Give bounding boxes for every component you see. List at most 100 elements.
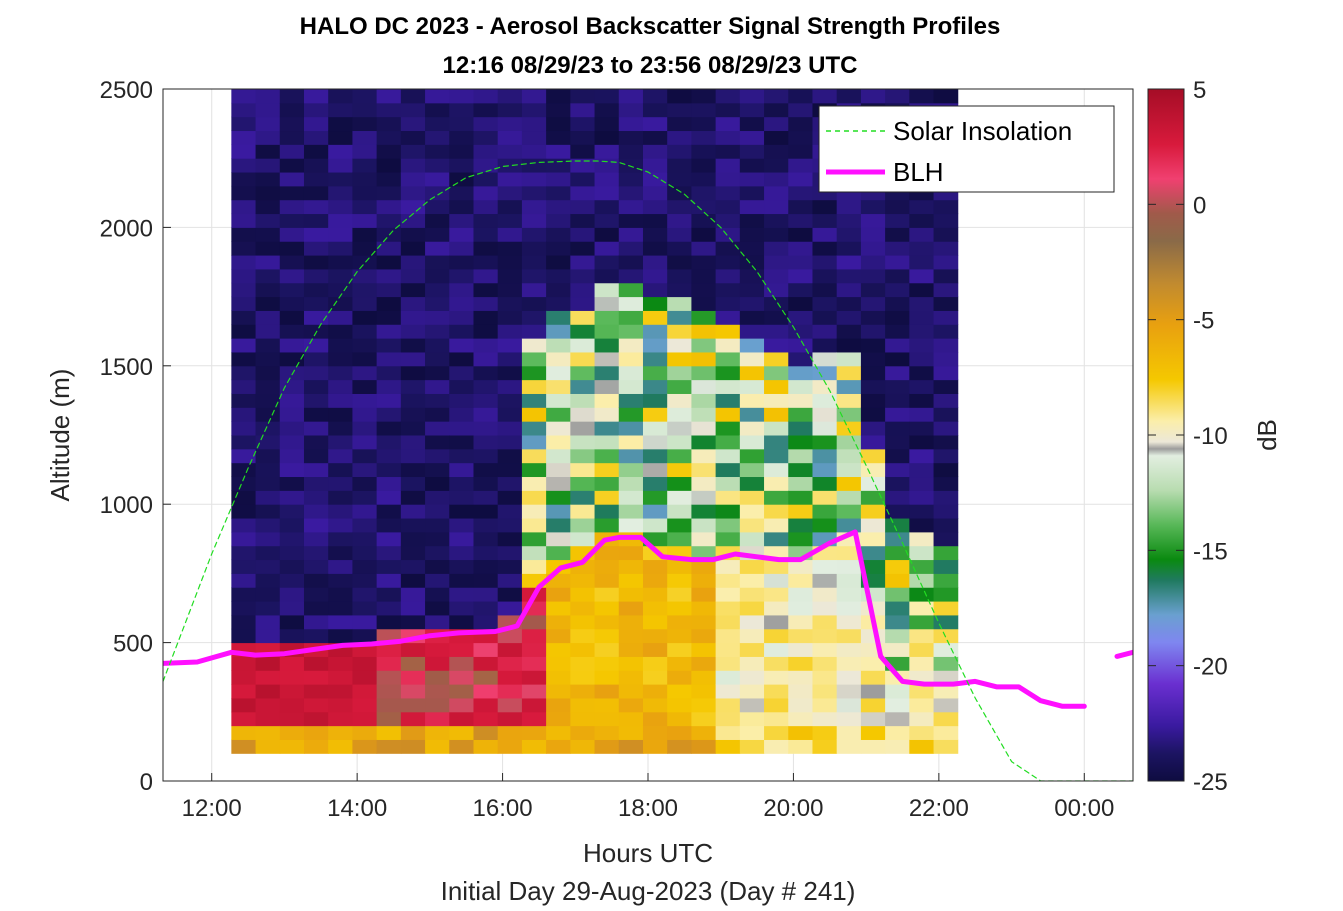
heatmap-cell (352, 102, 378, 118)
heatmap-cell (642, 199, 668, 215)
heatmap-cell (860, 545, 886, 561)
heatmap-cell (715, 628, 741, 644)
heatmap-cell (352, 601, 378, 616)
heatmap-cell (303, 213, 329, 228)
heatmap-cell (594, 504, 620, 519)
heatmap-cell (352, 697, 378, 713)
heatmap-cell (594, 282, 620, 298)
heatmap-cell (570, 89, 596, 104)
heatmap-cell (425, 199, 450, 215)
heatmap-cell (425, 365, 450, 381)
heatmap-cell (860, 518, 886, 533)
heatmap-cell (933, 545, 959, 561)
heatmap-cell (279, 656, 305, 671)
heatmap-cell (328, 144, 353, 159)
heatmap-cell (764, 407, 789, 422)
heatmap-cell (667, 670, 692, 685)
heatmap-cell (376, 504, 402, 519)
heatmap-cell (909, 89, 935, 104)
heatmap-cell (860, 711, 886, 727)
y-tick-label: 500 (113, 631, 153, 658)
heatmap-cell (715, 462, 741, 478)
heatmap-cell (303, 89, 329, 104)
heatmap-cell (570, 684, 596, 699)
heatmap-cell (836, 504, 862, 519)
heatmap-cell (667, 448, 692, 464)
heatmap-cell (449, 199, 474, 215)
heatmap-cell (497, 697, 523, 713)
heatmap-cell (570, 102, 596, 118)
heatmap-cell (497, 296, 523, 311)
heatmap-cell (642, 670, 668, 685)
heatmap-cell (376, 144, 402, 159)
heatmap-cell (739, 102, 765, 118)
heatmap-cell (255, 213, 281, 228)
heatmap-cell (933, 407, 959, 422)
heatmap-cell (860, 476, 886, 491)
heatmap-cell (739, 310, 765, 325)
heatmap-cell (352, 393, 378, 408)
heatmap-cell (642, 573, 668, 588)
heatmap-cell (231, 227, 257, 242)
heatmap-cell (691, 670, 717, 685)
heatmap-cell (328, 587, 353, 602)
heatmap-cell (642, 268, 668, 284)
heatmap-cell (255, 144, 281, 159)
heatmap-cell (400, 601, 426, 616)
heatmap-cell (352, 725, 378, 740)
heatmap-cell (521, 393, 547, 408)
heatmap-cell (715, 296, 741, 311)
heatmap-cell (425, 656, 450, 671)
heatmap-cell (594, 185, 620, 201)
heatmap-cell (691, 89, 717, 104)
heatmap-cell (497, 711, 523, 727)
heatmap-cell (594, 739, 620, 754)
heatmap-cell (836, 490, 862, 505)
heatmap-cell (328, 684, 353, 699)
heatmap-cell (764, 462, 789, 478)
heatmap-cell (594, 116, 620, 132)
heatmap-cell (642, 130, 668, 145)
heatmap-cell (594, 518, 620, 533)
heatmap-cell (812, 379, 838, 394)
heatmap-cell (691, 614, 717, 630)
heatmap-cell (570, 573, 596, 588)
heatmap-cell (376, 268, 402, 284)
heatmap-cell (570, 116, 596, 132)
heatmap-cell (425, 172, 450, 187)
heatmap-cell (885, 573, 910, 588)
heatmap-cell (231, 158, 257, 173)
heatmap-cell (836, 393, 862, 408)
heatmap-cell (836, 601, 862, 616)
heatmap-cell (546, 407, 571, 422)
heatmap-cell (788, 476, 813, 491)
heatmap-cell (328, 711, 353, 727)
heatmap-cell (618, 241, 644, 256)
heatmap-cell (618, 448, 644, 464)
heatmap-cell (594, 365, 620, 381)
heatmap-cell (788, 158, 813, 173)
heatmap-cell (667, 116, 692, 132)
heatmap-cell (352, 545, 378, 561)
heatmap-cell (521, 158, 547, 173)
heatmap-cell (715, 213, 741, 228)
heatmap-cell (642, 282, 668, 298)
heatmap-cell (376, 462, 402, 478)
heatmap-cell (473, 476, 499, 491)
heatmap-cell (231, 116, 257, 132)
heatmap-cell (473, 102, 499, 118)
heatmap-cell (521, 282, 547, 298)
heatmap-cell (594, 421, 620, 436)
heatmap-cell (521, 614, 547, 630)
heatmap-cell (473, 241, 499, 256)
heatmap-cell (425, 324, 450, 339)
heatmap-cell (376, 448, 402, 464)
heatmap-cell (521, 435, 547, 450)
heatmap-cell (376, 365, 402, 381)
heatmap-cell (328, 518, 353, 533)
heatmap-cell (400, 462, 426, 478)
heatmap-cell (352, 241, 378, 256)
heatmap-cell (860, 490, 886, 505)
heatmap-cell (860, 462, 886, 478)
heatmap-cell (909, 739, 935, 754)
